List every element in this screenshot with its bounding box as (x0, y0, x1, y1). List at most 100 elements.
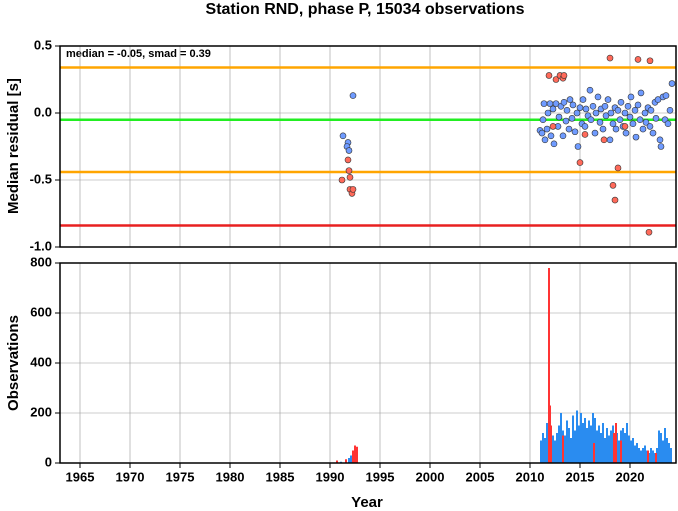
bar (630, 440, 632, 463)
bar (548, 268, 550, 463)
point (601, 103, 609, 110)
point (632, 133, 640, 141)
y-axis-label: Median residual [s] (5, 78, 22, 214)
bar (540, 440, 542, 463)
bar (594, 418, 596, 463)
point (592, 109, 600, 117)
bar (566, 420, 568, 463)
point (631, 107, 639, 114)
bar (576, 410, 578, 463)
point (617, 98, 625, 106)
point (581, 131, 589, 138)
y-tick-label: 0 (45, 454, 52, 469)
point (546, 100, 554, 107)
point (606, 136, 614, 144)
point (599, 125, 607, 133)
x-tick-label: 1965 (66, 469, 95, 484)
bar (593, 443, 595, 463)
bar (596, 430, 598, 463)
point (641, 109, 649, 117)
point (550, 140, 558, 148)
point (587, 116, 595, 123)
bar (622, 428, 624, 463)
y-tick-label: 600 (30, 304, 52, 319)
bar (592, 413, 594, 463)
point (571, 128, 579, 136)
point (612, 125, 620, 133)
x-tick-label: 1995 (366, 469, 395, 484)
y-tick-label: -0.5 (30, 171, 52, 186)
point (627, 93, 635, 101)
point (664, 120, 672, 128)
point (543, 125, 551, 133)
x-tick-label: 2010 (516, 469, 545, 484)
bar (352, 450, 354, 463)
bar (608, 435, 610, 463)
bar (620, 440, 622, 463)
bar (544, 438, 546, 463)
x-tick-label: 2020 (616, 469, 645, 484)
bar (598, 425, 600, 463)
point (600, 136, 608, 144)
point (560, 98, 568, 106)
point (549, 123, 557, 130)
point (591, 129, 599, 137)
bar (556, 433, 558, 463)
point (582, 105, 590, 113)
point (624, 103, 632, 110)
bar (542, 433, 544, 463)
point (657, 143, 665, 150)
y-tick-label: 800 (30, 254, 52, 269)
bar (615, 423, 617, 463)
bar (634, 445, 636, 463)
bar (642, 448, 644, 463)
bar (604, 438, 606, 463)
point (604, 96, 612, 103)
bar (652, 450, 654, 463)
bar (644, 445, 646, 463)
point (589, 103, 597, 110)
point (346, 174, 354, 181)
point (565, 125, 573, 133)
bar (572, 415, 574, 463)
y-tick-label: 0.5 (34, 37, 52, 52)
point (629, 120, 637, 128)
point (662, 92, 670, 99)
point (576, 159, 584, 166)
bar (640, 450, 642, 463)
bar (628, 435, 630, 463)
bar (354, 445, 356, 463)
y-tick-label: -1.0 (30, 238, 52, 253)
point (626, 113, 634, 121)
point (606, 54, 614, 62)
point (611, 196, 619, 204)
point (339, 132, 347, 140)
point (349, 186, 357, 193)
point (349, 92, 357, 99)
x-tick-label: 1990 (316, 469, 345, 484)
point (552, 76, 560, 83)
bar (578, 425, 580, 463)
point (634, 56, 642, 63)
bar (350, 455, 352, 463)
point (607, 109, 615, 117)
point (573, 109, 581, 117)
point (639, 125, 647, 133)
bar (580, 413, 582, 463)
point (649, 129, 657, 137)
bar (574, 430, 576, 463)
bar (568, 428, 570, 463)
bar (564, 435, 566, 463)
plot-frame (59, 45, 677, 248)
point (540, 100, 548, 107)
point (668, 80, 676, 87)
point (545, 72, 553, 79)
bar (647, 450, 649, 463)
point (581, 123, 589, 130)
y-axis-label: Observations (5, 315, 22, 411)
chart-title: Station RND, phase P, 15034 observations (206, 1, 525, 18)
bar (610, 430, 612, 463)
x-tick-label: 2000 (416, 469, 445, 484)
point (616, 116, 624, 123)
